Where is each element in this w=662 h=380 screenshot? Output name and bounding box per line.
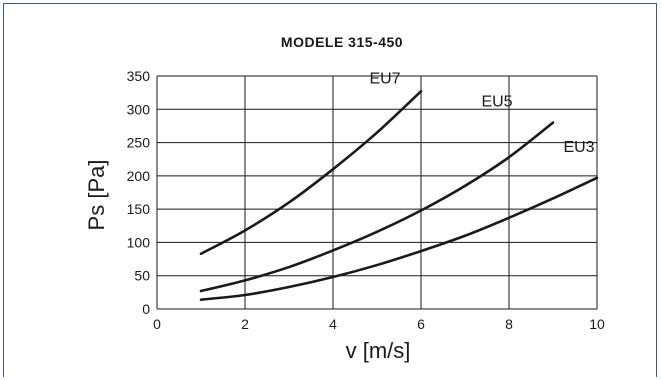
x-tick-label: 6 (417, 316, 425, 332)
y-tick-label: 300 (127, 101, 151, 117)
series: EU7 EU5 EU3 (199, 70, 599, 301)
chart-title: MODELE 315-450 (281, 34, 403, 50)
chart-frame (3, 3, 657, 377)
series-line-eu5 (199, 121, 555, 293)
series-label-eu3: EU3 (563, 139, 594, 156)
x-axis-label: v [m/s] (346, 338, 411, 363)
series-line-eu7 (199, 90, 423, 256)
tick-labels: 0 50 100 150 200 250 300 350 0 2 4 6 8 10 (127, 68, 605, 332)
x-tick-label: 4 (329, 316, 337, 332)
series-label-eu5: EU5 (481, 94, 512, 111)
y-tick-label: 150 (127, 201, 151, 217)
x-tick-label: 2 (241, 316, 249, 332)
y-tick-label: 0 (142, 301, 150, 317)
y-tick-label: 250 (127, 135, 151, 151)
y-tick-label: 50 (134, 268, 150, 284)
grid (156, 75, 598, 310)
series-line-eu3 (199, 176, 599, 301)
series-label-eu7: EU7 (369, 70, 400, 87)
x-tick-label: 10 (589, 316, 605, 332)
x-tick-label: 0 (153, 316, 161, 332)
x-tick-label: 8 (505, 316, 513, 332)
y-axis-label: Ps [Pa] (84, 160, 109, 231)
y-tick-label: 350 (127, 68, 151, 84)
y-tick-label: 200 (127, 168, 151, 184)
y-tick-label: 100 (127, 234, 151, 250)
